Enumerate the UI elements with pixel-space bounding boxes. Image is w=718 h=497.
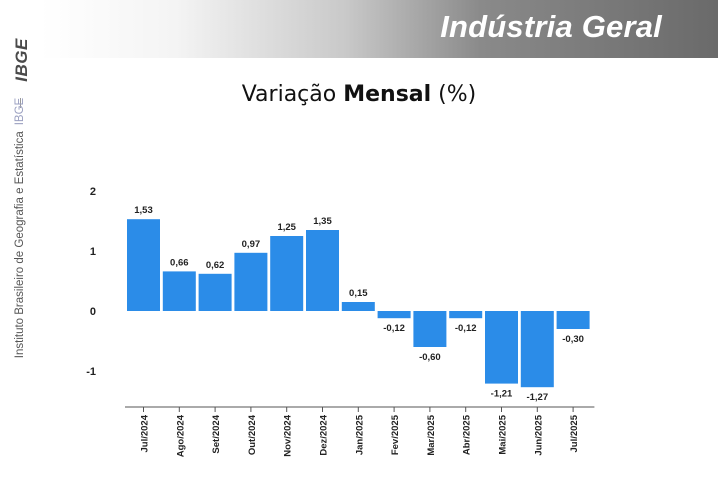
bar-value-label: -0,12 — [455, 323, 477, 334]
chart-title-suffix: (%) — [431, 82, 477, 107]
x-tick-label: Jan/2025 — [354, 414, 365, 455]
bar-value-label: -0,60 — [419, 352, 441, 363]
x-tick-label: Abr/2025 — [462, 414, 473, 455]
bar-value-label: 1,25 — [277, 222, 296, 233]
bar — [449, 311, 483, 319]
bar-value-label: -0,30 — [562, 334, 584, 345]
x-tick-label: Dez/2024 — [319, 414, 330, 455]
bar — [485, 311, 518, 384]
bar-value-label: -1,27 — [526, 392, 548, 403]
x-tick-label: Jul/2025 — [569, 414, 580, 452]
bar — [520, 311, 554, 388]
bar — [270, 236, 304, 311]
bar-value-label: 0,15 — [349, 288, 368, 299]
x-tick-label: Nov/2024 — [283, 414, 294, 456]
x-tick-label: Ago/2024 — [175, 414, 186, 457]
bar — [127, 219, 160, 311]
bar — [377, 311, 411, 319]
x-tick-label: Mai/2025 — [498, 414, 509, 454]
y-tick-label: 0 — [90, 306, 96, 318]
bar-value-label: 0,66 — [170, 257, 189, 268]
sidebar: IBGE Instituto Brasileiro de Geografia e… — [0, 0, 40, 497]
chart-title-bold: Mensal — [343, 82, 432, 107]
y-tick-label: -1 — [86, 366, 96, 378]
bar — [306, 230, 339, 311]
x-tick-label: Jun/2025 — [533, 414, 544, 455]
bar — [198, 273, 232, 311]
bar-value-label: -0,12 — [383, 323, 405, 334]
y-tick-label: 1 — [90, 246, 96, 258]
bar-value-label: 1,35 — [313, 216, 332, 227]
bar-value-label: 0,97 — [242, 239, 261, 250]
x-tick-label: Jul/2024 — [140, 414, 151, 452]
bar — [162, 271, 196, 311]
bar-value-label: 1,53 — [134, 205, 153, 216]
chart-title: Variação Mensal (%) — [0, 82, 718, 107]
bar — [341, 302, 375, 311]
x-tick-label: Fev/2025 — [390, 414, 401, 455]
x-tick-label: Mar/2025 — [426, 414, 437, 455]
bar — [556, 311, 590, 329]
x-tick-label: Set/2024 — [211, 414, 222, 453]
y-tick-label: 2 — [90, 186, 96, 198]
sidebar-divider — [20, 98, 21, 108]
bar — [234, 252, 268, 311]
bar — [413, 311, 447, 347]
bar-value-label: -1,21 — [491, 389, 513, 400]
header-band: Indústria Geral — [40, 0, 718, 58]
x-tick-label: Out/2024 — [247, 414, 258, 455]
header-title: Indústria Geral — [440, 9, 662, 44]
bar-value-label: 0,62 — [206, 260, 225, 271]
chart-title-prefix: Variação — [241, 82, 344, 107]
